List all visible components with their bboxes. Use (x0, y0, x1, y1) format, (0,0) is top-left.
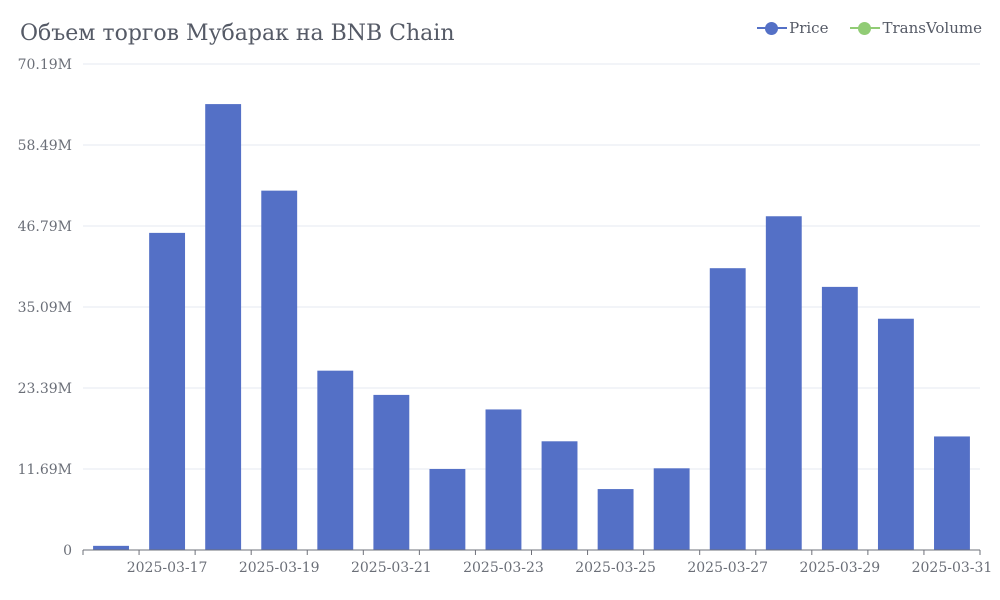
bar (373, 394, 410, 550)
legend-swatch-transvolume (850, 21, 881, 35)
bar (149, 232, 186, 550)
x-tick-label: 2025-03-21 (351, 560, 432, 576)
y-tick-label: 35.09M (18, 300, 72, 316)
bar (653, 468, 690, 550)
legend-swatch-price (757, 21, 788, 35)
bar (597, 489, 634, 550)
x-tick-label: 2025-03-29 (799, 560, 880, 576)
bar (429, 468, 466, 550)
legend-label-price: Price (789, 19, 829, 37)
chart-title: Объем торгов Мубарак на BNB Chain (20, 21, 455, 46)
bar (261, 190, 298, 550)
legend-label-transvolume: TransVolume (882, 19, 982, 37)
legend-dot-price (765, 22, 779, 35)
legend-item-price[interactable]: Price (757, 19, 828, 37)
bar (93, 545, 129, 550)
bar (934, 436, 970, 550)
bar (541, 441, 578, 550)
y-tick-label: 0 (63, 543, 72, 559)
x-tick-label: 2025-03-17 (127, 560, 208, 576)
legend-dot-transvolume (858, 22, 872, 35)
bar (485, 409, 522, 550)
bar (821, 286, 858, 550)
y-tick-label: 46.79M (18, 219, 72, 235)
x-tick-label: 2025-03-31 (912, 560, 993, 576)
legend: Price TransVolume (757, 19, 982, 37)
bar (205, 104, 242, 550)
bar (877, 318, 914, 550)
bar (765, 216, 802, 551)
y-tick-label: 70.19M (18, 57, 72, 73)
y-tick-label: 11.69M (18, 462, 72, 478)
x-tick-label: 2025-03-19 (239, 560, 320, 576)
y-tick-label: 23.39M (18, 381, 72, 397)
bar (709, 268, 746, 550)
bar (317, 370, 354, 550)
x-tick-label: 2025-03-25 (575, 560, 656, 576)
legend-item-transvolume[interactable]: TransVolume (850, 19, 982, 37)
x-tick-label: 2025-03-27 (687, 560, 768, 576)
y-tick-label: 58.49M (18, 138, 72, 154)
x-tick-label: 2025-03-23 (463, 560, 544, 576)
